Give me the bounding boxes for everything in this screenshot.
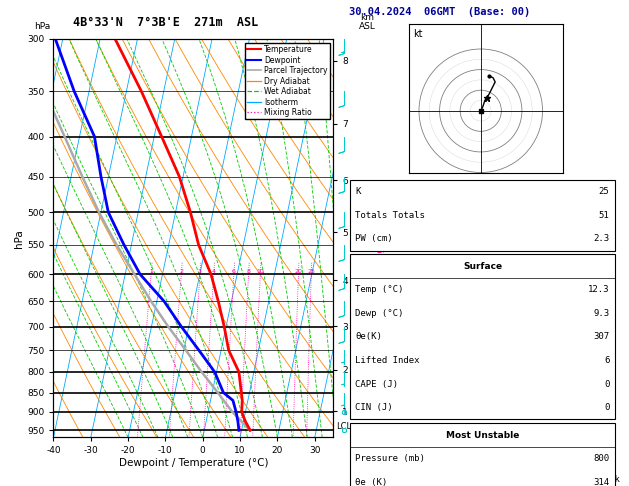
Text: 20: 20: [294, 269, 303, 274]
Text: 307: 307: [593, 332, 610, 342]
Text: © weatheronline.co.uk: © weatheronline.co.uk: [507, 474, 620, 484]
Text: 2.3: 2.3: [593, 234, 610, 243]
Text: Mixing Ratio (g/kg): Mixing Ratio (g/kg): [376, 243, 385, 329]
Text: Most Unstable: Most Unstable: [446, 431, 519, 440]
Text: 30.04.2024  06GMT  (Base: 00): 30.04.2024 06GMT (Base: 00): [349, 7, 530, 17]
Text: 0: 0: [604, 403, 610, 412]
Text: 25: 25: [599, 187, 610, 196]
Text: CIN (J): CIN (J): [355, 403, 393, 412]
Y-axis label: hPa: hPa: [14, 229, 25, 247]
Text: 6: 6: [232, 269, 236, 274]
Text: 1: 1: [149, 269, 153, 274]
Text: 8: 8: [247, 269, 250, 274]
Text: Totals Totals: Totals Totals: [355, 210, 425, 220]
Text: CAPE (J): CAPE (J): [355, 380, 398, 389]
Text: 800: 800: [593, 454, 610, 463]
Text: 25: 25: [308, 269, 315, 274]
Text: kt: kt: [413, 29, 423, 39]
Text: 9.3: 9.3: [593, 309, 610, 318]
Text: 3: 3: [198, 269, 202, 274]
Text: 314: 314: [593, 478, 610, 486]
Text: km
ASL: km ASL: [359, 13, 376, 31]
Text: LCL: LCL: [336, 422, 351, 431]
Text: 2: 2: [179, 269, 183, 274]
Text: Pressure (mb): Pressure (mb): [355, 454, 425, 463]
Text: hPa: hPa: [34, 22, 50, 31]
Text: 51: 51: [599, 210, 610, 220]
Text: 6: 6: [604, 356, 610, 365]
Text: 12.3: 12.3: [588, 285, 610, 295]
Text: PW (cm): PW (cm): [355, 234, 393, 243]
Legend: Temperature, Dewpoint, Parcel Trajectory, Dry Adiabat, Wet Adiabat, Isotherm, Mi: Temperature, Dewpoint, Parcel Trajectory…: [245, 43, 330, 120]
Text: K: K: [355, 187, 361, 196]
Text: Temp (°C): Temp (°C): [355, 285, 404, 295]
Text: 4: 4: [212, 269, 216, 274]
Text: 0: 0: [604, 380, 610, 389]
Text: Surface: Surface: [463, 261, 502, 271]
Text: 4B°33'N  7°3B'E  271m  ASL: 4B°33'N 7°3B'E 271m ASL: [73, 16, 258, 29]
Text: 10: 10: [257, 269, 264, 274]
Text: Dewp (°C): Dewp (°C): [355, 309, 404, 318]
X-axis label: Dewpoint / Temperature (°C): Dewpoint / Temperature (°C): [119, 458, 268, 468]
Text: Lifted Index: Lifted Index: [355, 356, 420, 365]
Text: θe (K): θe (K): [355, 478, 387, 486]
Text: θe(K): θe(K): [355, 332, 382, 342]
